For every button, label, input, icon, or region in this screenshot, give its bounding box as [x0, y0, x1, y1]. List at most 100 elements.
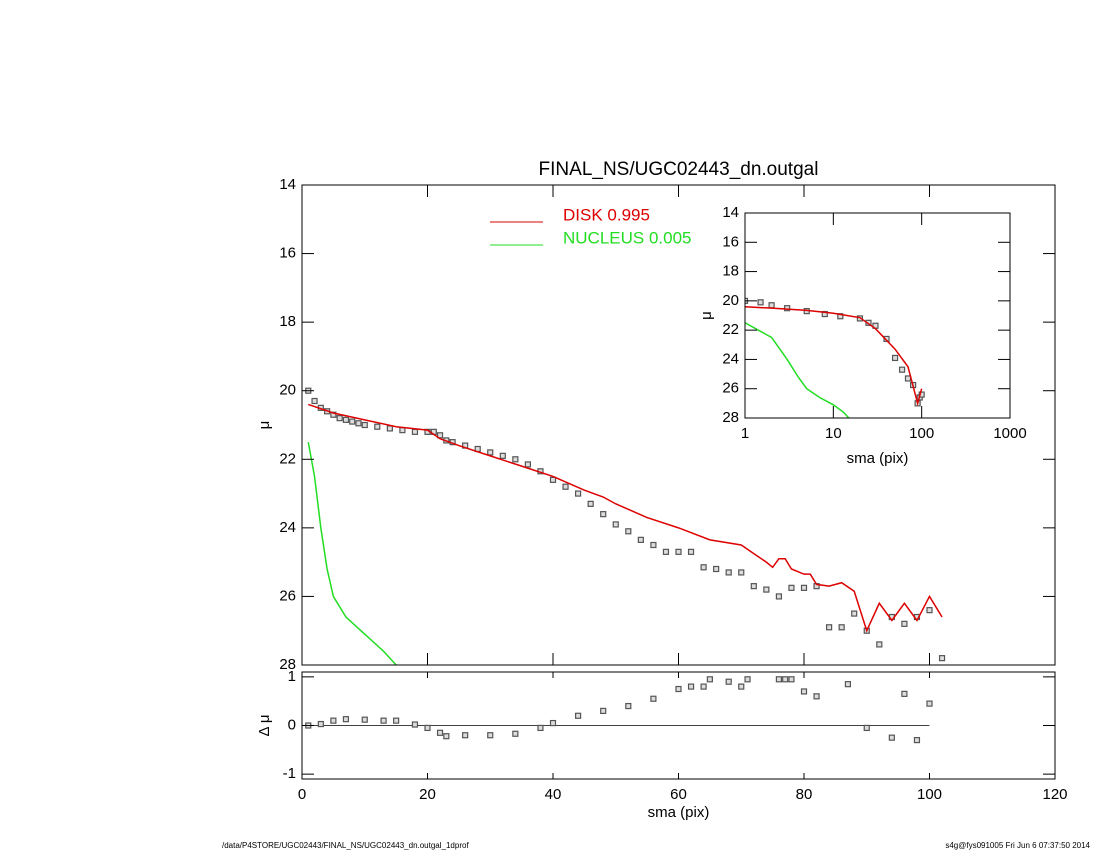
- y-tick-label: 26: [279, 587, 296, 604]
- data-point: [499, 452, 506, 459]
- data-point: [901, 690, 908, 697]
- y-tick-label: 14: [279, 176, 296, 193]
- data-point: [851, 610, 858, 617]
- data-point: [600, 511, 607, 518]
- data-point: [625, 528, 632, 535]
- x-axis-label: sma (pix): [648, 804, 710, 821]
- data-point: [775, 676, 783, 683]
- data-point: [706, 676, 713, 683]
- x-tick-label: 0: [298, 786, 306, 803]
- y-axis-label: μ: [698, 311, 715, 320]
- data-point: [821, 310, 828, 318]
- x-tick-label: 40: [545, 786, 562, 803]
- data-point: [574, 490, 582, 497]
- data-point: [675, 685, 682, 693]
- data-point: [436, 729, 444, 736]
- data-point: [768, 302, 775, 309]
- data-point: [311, 397, 318, 405]
- data-point: [725, 569, 732, 576]
- data-point: [424, 724, 431, 732]
- y-tick-label: 18: [279, 313, 296, 330]
- data-point: [625, 702, 632, 710]
- data-point: [574, 712, 582, 719]
- data-point: [700, 683, 707, 690]
- y-tick-label: 28: [279, 656, 296, 673]
- data-point: [888, 734, 895, 741]
- data-point: [713, 565, 720, 573]
- data-point: [330, 717, 337, 724]
- data-point: [891, 354, 899, 362]
- data-point: [788, 584, 795, 591]
- data-point: [374, 423, 381, 430]
- data-point: [687, 683, 695, 690]
- data-point: [342, 716, 350, 723]
- data-point: [361, 716, 368, 723]
- data-point: [436, 432, 444, 439]
- data-point: [838, 624, 845, 631]
- data-point: [782, 676, 789, 683]
- x-tick-label: 120: [1042, 786, 1067, 803]
- y-tick-label: 16: [722, 233, 739, 250]
- data-point: [784, 305, 791, 312]
- legend-label: DISK 0.995: [563, 205, 650, 224]
- data-point: [662, 548, 670, 555]
- y-tick-label: 22: [279, 450, 296, 467]
- legend-label: NUCLEUS 0.005: [563, 228, 692, 247]
- data-point: [725, 678, 732, 685]
- x-tick-label: 80: [796, 786, 813, 803]
- y-tick-label: 28: [722, 409, 739, 426]
- y-tick-label: 22: [722, 321, 739, 338]
- data-point: [926, 700, 933, 707]
- x-tick-label: 100: [917, 786, 942, 803]
- data-point: [487, 449, 494, 456]
- model-line: [745, 305, 923, 407]
- footer-right: s4g@fys091005 Fri Jun 6 07:37:50 2014: [945, 841, 1090, 850]
- y-tick-label: 24: [279, 519, 296, 536]
- data-point: [918, 391, 925, 398]
- y-axis-label: Δ μ: [256, 714, 273, 736]
- data-point: [913, 736, 921, 744]
- data-point: [549, 719, 557, 727]
- data-point: [537, 724, 544, 732]
- data-point: [883, 335, 890, 343]
- model-line: [308, 403, 943, 633]
- data-point: [650, 695, 657, 702]
- data-point: [687, 548, 695, 555]
- data-point: [901, 620, 908, 627]
- data-point: [876, 641, 883, 648]
- x-tick-label: 20: [419, 786, 436, 803]
- data-point: [650, 541, 657, 549]
- data-point: [399, 427, 406, 434]
- y-tick-label: -1: [283, 765, 296, 782]
- frame: [744, 212, 1011, 419]
- y-tick-label: 20: [722, 292, 739, 309]
- data-point: [898, 366, 906, 373]
- data-point: [600, 707, 607, 715]
- data-point: [355, 420, 362, 427]
- footer-left: /data/P4STORE/UGC02443/FINAL_NS/UGC02443…: [222, 841, 469, 850]
- data-point: [512, 456, 519, 463]
- data-point: [904, 375, 912, 382]
- model-line: [745, 322, 850, 418]
- data-point: [825, 624, 833, 631]
- plot-area: [745, 297, 925, 418]
- y-tick-label: 24: [722, 350, 739, 367]
- y-axis-label: μ: [256, 421, 273, 430]
- x-axis-label: sma (pix): [847, 450, 909, 467]
- data-point: [380, 717, 387, 724]
- data-point: [393, 717, 400, 724]
- data-point: [738, 569, 745, 576]
- data-point: [587, 500, 594, 507]
- data-point: [512, 730, 519, 737]
- y-tick-label: 18: [722, 263, 739, 280]
- x-tick-label: 60: [670, 786, 687, 803]
- data-point: [788, 676, 795, 683]
- data-point: [443, 733, 450, 740]
- x-tick-label: 100: [909, 425, 934, 442]
- data-point: [750, 583, 757, 590]
- frame: [301, 184, 1056, 666]
- data-point: [813, 693, 820, 700]
- plot-area: [305, 387, 946, 665]
- data-point: [863, 724, 870, 732]
